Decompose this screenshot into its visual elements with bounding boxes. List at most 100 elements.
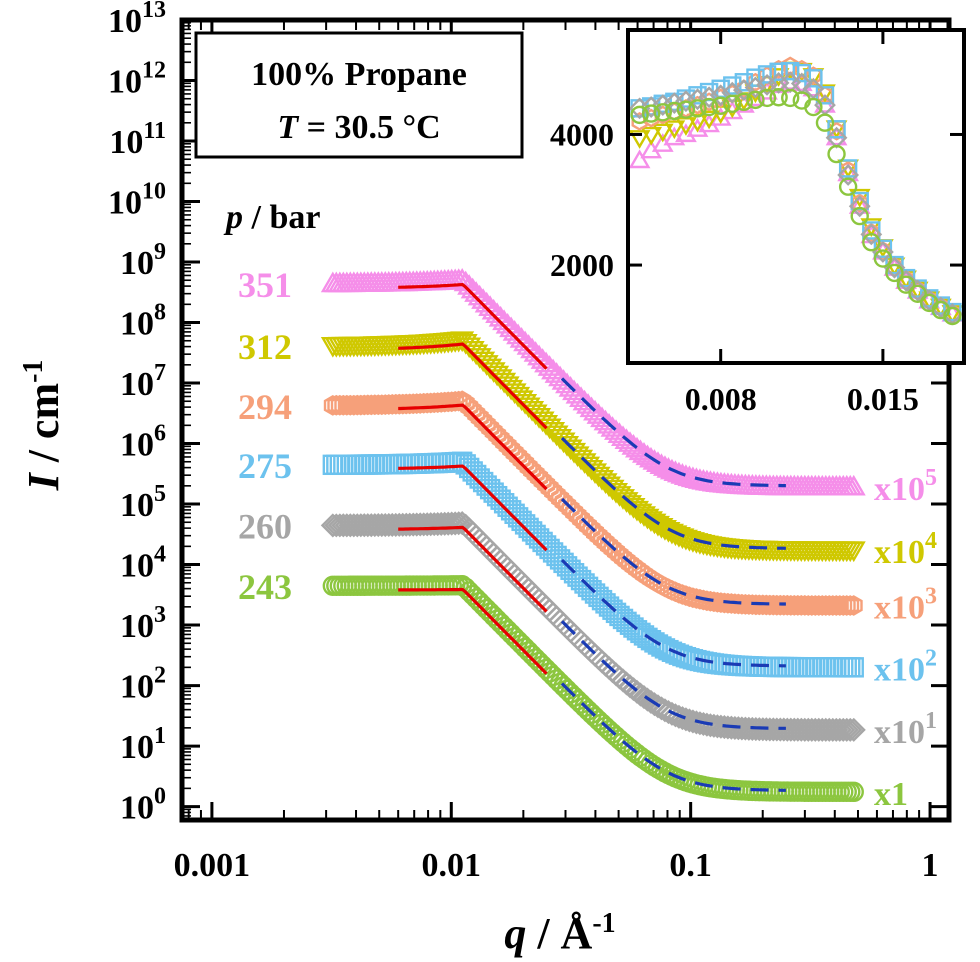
- marker-275: [553, 552, 574, 574]
- marker-243: [476, 598, 497, 620]
- inset-marker-260: [721, 81, 744, 104]
- inset-marker-243: [688, 99, 707, 118]
- inset-marker-312: [640, 126, 663, 146]
- marker-260: [534, 594, 559, 619]
- high-q-fit-351: [560, 377, 786, 488]
- high-q-fit-312: [560, 436, 786, 550]
- inset-marker-260: [640, 96, 663, 118]
- inset-marker-275: [757, 65, 777, 84]
- marker-260: [446, 511, 471, 536]
- marker-275: [514, 514, 536, 535]
- factor-labels: x105 x104 x103 x102 x101 x1: [874, 465, 937, 813]
- inset-markers: [628, 56, 964, 326]
- legend-label-351: 351: [238, 265, 292, 305]
- marker-260: [541, 601, 566, 626]
- inset-marker-243: [896, 275, 916, 294]
- marker-275: [490, 489, 511, 510]
- inset-series-243: [630, 88, 962, 326]
- inset-marker-243: [630, 105, 649, 125]
- legend-title: p / bar: [223, 199, 320, 236]
- annotation-line-2: T = 30.5 °C: [277, 109, 440, 146]
- factor-label-351: x105: [874, 465, 937, 508]
- inset-marker-312: [651, 123, 674, 143]
- marker-243: [462, 584, 483, 606]
- low-q-fit-275: [398, 464, 548, 552]
- marker-294: [837, 595, 856, 616]
- marker-312: [562, 442, 587, 464]
- marker-275: [472, 471, 494, 493]
- inset-marker-260: [848, 195, 871, 218]
- inset-marker-243: [734, 92, 754, 112]
- y-tick-label: 106: [120, 421, 166, 464]
- inset-marker-243: [676, 100, 696, 119]
- y-tick-label: 108: [120, 300, 166, 343]
- inset-marker-260: [675, 90, 697, 113]
- marker-260: [439, 511, 464, 536]
- marker-275: [504, 503, 525, 525]
- factor-label-294: x103: [874, 584, 937, 627]
- inset-marker-260: [663, 92, 686, 115]
- inset-marker-275: [838, 159, 858, 178]
- inset-marker-260: [837, 164, 860, 186]
- marker-275: [497, 496, 518, 517]
- marker-260: [516, 577, 541, 602]
- y-tick-label: 100: [120, 784, 166, 827]
- low-q-fit-243: [398, 587, 548, 675]
- marker-243: [493, 616, 515, 637]
- inset-marker-275: [792, 63, 811, 83]
- marker-243: [469, 591, 490, 613]
- low-q-fit-294: [398, 403, 548, 491]
- marker-275: [469, 468, 490, 489]
- marker-243: [542, 665, 564, 687]
- marker-260: [467, 527, 492, 552]
- inset-marker-260: [756, 73, 778, 96]
- marker-351: [841, 474, 866, 496]
- marker-294: [397, 393, 416, 415]
- marker-312: [583, 463, 608, 485]
- high-q-fit-243: [560, 682, 786, 792]
- marker-294: [404, 393, 423, 415]
- inset-marker-243: [653, 103, 672, 122]
- x-tick-label: 0.001: [174, 847, 251, 884]
- inset-marker-351: [628, 149, 651, 169]
- main-fits: [398, 282, 786, 792]
- inset-marker-312: [814, 84, 836, 104]
- y-tick-label: 109: [120, 239, 166, 282]
- marker-275: [507, 507, 529, 528]
- marker-275: [542, 542, 564, 563]
- annotation-line-1: 100% Propane: [251, 56, 467, 93]
- marker-294: [425, 392, 444, 414]
- legend-label-294: 294: [238, 387, 292, 427]
- inset-marker-312: [663, 120, 686, 140]
- marker-260: [471, 531, 496, 556]
- marker-312: [551, 432, 576, 454]
- marker-243: [556, 679, 578, 701]
- inset-marker-243: [665, 101, 684, 121]
- inset-marker-275: [769, 62, 788, 81]
- marker-243: [500, 623, 522, 644]
- main-plot: 0.001 0.01 0.1 1 100 101 102 103 104 105 106 107 108…: [108, 0, 952, 884]
- marker-275: [528, 528, 550, 549]
- marker-260: [530, 591, 555, 616]
- marker-260: [492, 552, 517, 577]
- marker-294: [411, 393, 430, 414]
- y-tick-label: 1013: [108, 0, 166, 40]
- inset-marker-312: [686, 113, 709, 133]
- legend-label-275: 275: [238, 446, 292, 486]
- marker-294: [432, 392, 451, 413]
- inset-y-tick-label: 4000: [550, 116, 614, 152]
- marker-294: [400, 393, 419, 415]
- marker-294: [435, 391, 454, 413]
- inset-plot: 0.008 0.015 2000 4000: [550, 28, 966, 417]
- marker-312: [579, 459, 604, 481]
- inset-x-tick-label: 0.008: [685, 381, 757, 417]
- marker-260: [464, 524, 489, 549]
- legend-label-312: 312: [238, 327, 292, 367]
- marker-294: [834, 595, 853, 616]
- marker-275: [546, 545, 567, 567]
- marker-275: [458, 457, 480, 479]
- inset-marker-351: [848, 195, 871, 214]
- marker-294: [418, 392, 437, 414]
- inset-marker-243: [827, 144, 846, 164]
